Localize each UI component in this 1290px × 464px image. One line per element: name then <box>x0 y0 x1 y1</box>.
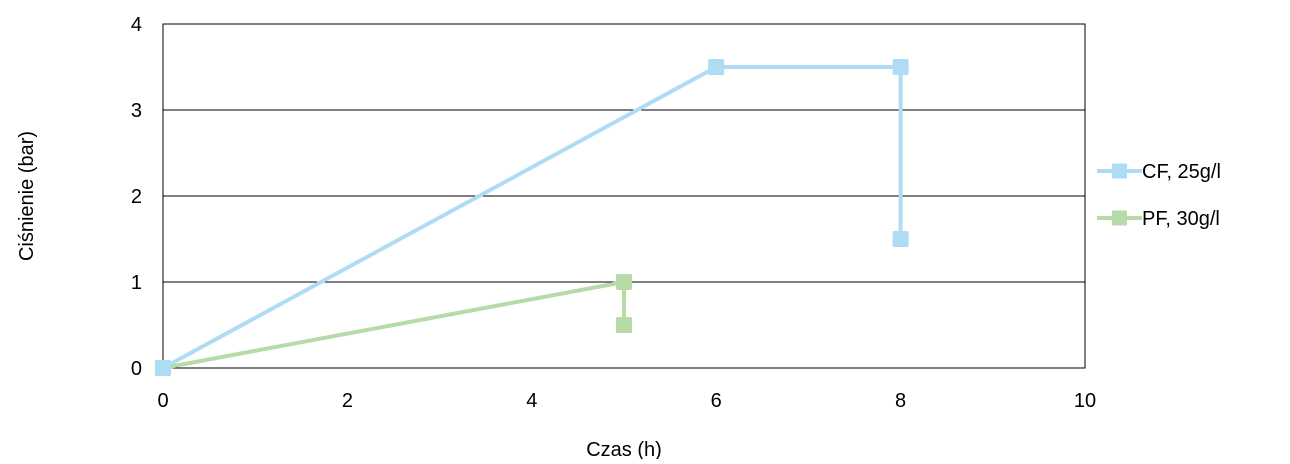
legend-label: CF, 25g/l <box>1142 161 1221 183</box>
legend-marker <box>1112 210 1127 226</box>
plot-area <box>162 23 1086 369</box>
data-point-marker <box>616 274 632 290</box>
x-tick-label: 4 <box>526 390 537 412</box>
y-tick-label: 3 <box>131 100 142 122</box>
legend-item-1: CF, 25g/l <box>1097 161 1221 183</box>
series-2 <box>155 274 632 376</box>
x-tick-label: 0 <box>157 390 168 412</box>
legend: CF, 25g/l PF, 30g/l <box>1097 161 1221 230</box>
legend-item-2: PF, 30g/l <box>1097 208 1220 230</box>
x-tick-label: 2 <box>342 390 353 412</box>
series-line <box>162 65 903 370</box>
y-axis-tick-labels: 0 1 2 3 4 <box>131 14 142 380</box>
data-point-marker <box>892 231 909 247</box>
y-tick-label: 2 <box>131 186 142 208</box>
data-point-marker <box>616 317 632 333</box>
y-tick-label: 1 <box>131 272 142 294</box>
data-point-marker <box>708 59 725 75</box>
x-tick-label: 10 <box>1074 390 1096 412</box>
series-line <box>162 280 626 370</box>
data-point-marker <box>155 360 171 376</box>
y-tick-label: 0 <box>131 358 142 380</box>
legend-marker <box>1112 163 1127 179</box>
legend-label: PF, 30g/l <box>1142 208 1220 230</box>
x-axis-tick-labels: 0 2 4 6 8 10 <box>157 390 1096 412</box>
y-tick-label: 4 <box>131 14 142 36</box>
series-layer <box>155 59 909 376</box>
x-axis-label: Czas (h) <box>586 439 662 459</box>
y-axis-label: Ciśnienie (bar) <box>16 131 38 261</box>
series-1 <box>155 59 909 376</box>
x-tick-label: 6 <box>711 390 722 412</box>
data-point-marker <box>892 59 909 75</box>
x-tick-label: 8 <box>895 390 906 412</box>
